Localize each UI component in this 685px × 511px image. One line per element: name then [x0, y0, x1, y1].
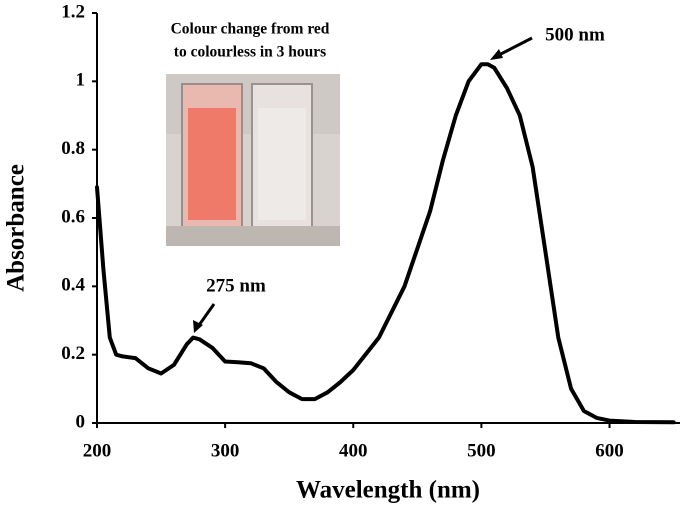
- spectrum-line: [95, 62, 676, 425]
- y-tick-label: 1.2: [61, 1, 85, 22]
- annotation: 500 nm: [545, 24, 605, 45]
- annotation-arrow: [496, 36, 533, 58]
- y-tick-label: 0.4: [61, 275, 85, 296]
- annotation: 275 nm: [206, 275, 266, 296]
- x-tick-label: 300: [211, 440, 240, 461]
- y-tick-label: 0: [76, 411, 86, 432]
- x-axis-label: Wavelength (nm): [296, 477, 480, 504]
- x-tick-label: 200: [83, 440, 112, 461]
- x-tick-label: 600: [595, 440, 624, 461]
- y-tick-label: 0.8: [61, 138, 85, 159]
- inset-caption: Colour change from red: [171, 21, 330, 38]
- y-tick-label: 0.6: [61, 206, 85, 227]
- annotation-arrowhead: [490, 49, 503, 60]
- annotation-arrowhead: [193, 320, 203, 333]
- x-tick-label: 500: [467, 440, 496, 461]
- y-tick-label: 1: [76, 70, 86, 91]
- inset-caption: to colourless in 3 hours: [174, 44, 326, 61]
- y-tick-label: 0.2: [61, 343, 85, 364]
- inset-photo: [166, 74, 340, 246]
- x-tick-label: 400: [339, 440, 368, 461]
- y-axis-label: Absorbance: [3, 164, 30, 292]
